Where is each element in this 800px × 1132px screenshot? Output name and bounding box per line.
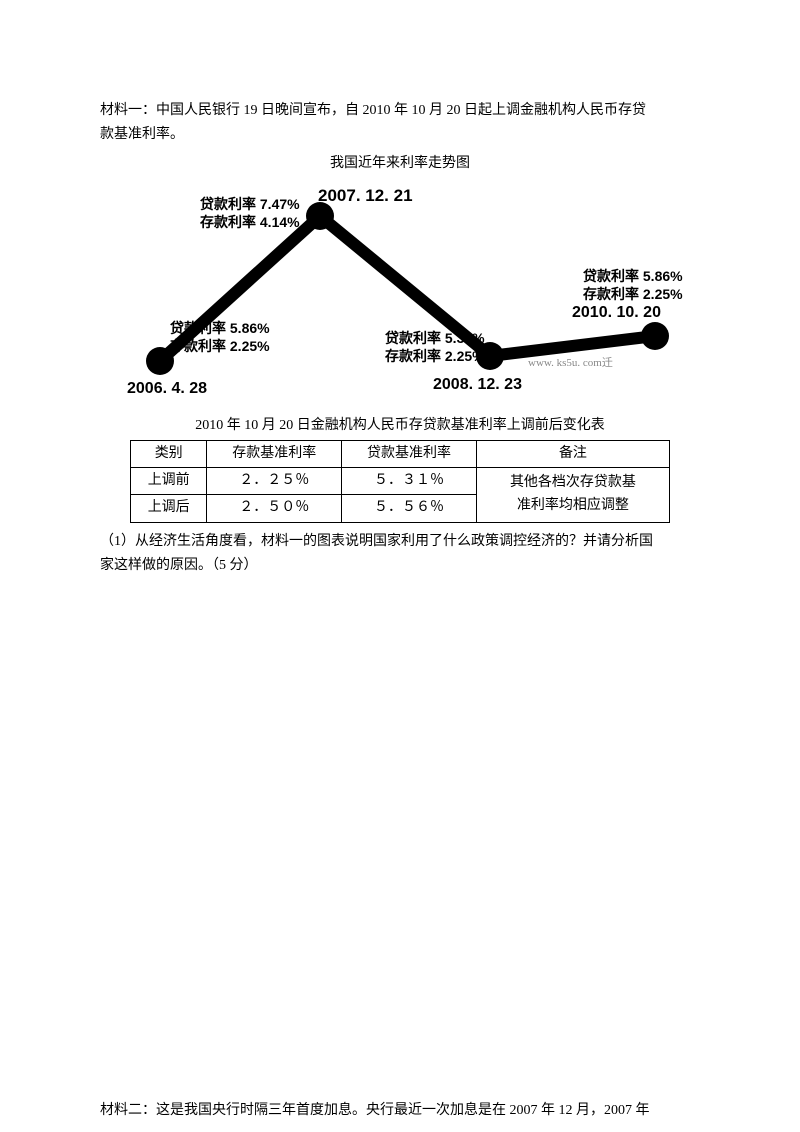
chart-label-p1-date: 2006. 4. 28 [127,379,207,400]
rate-change-table: 类别 存款基准利率 贷款基准利率 备注 上调前 ２．２５％ ５．３１％ 其他各档… [130,440,670,523]
watermark: www. ks5u. com迁 [528,355,613,373]
cell-after-dep: ２．５０％ [207,495,342,522]
chart-label-p4-dep: 存款利率 2.25% [583,285,683,303]
note-line1: 其他各档次存贷款基 [510,475,636,490]
chart-label-p2-date: 2007. 12. 21 [318,185,413,207]
rate-trend-chart: 贷款利率 5.86% 存款利率 2.25% 2006. 4. 28 贷款利率 7… [100,181,700,411]
th-loan: 贷款基准利率 [342,440,477,467]
cell-before-loan: ５．３１％ [342,467,477,494]
cell-after-loan: ５．５６％ [342,495,477,522]
note-line2: 准利率均相应调整 [517,498,629,513]
cell-before-dep: ２．２５％ [207,467,342,494]
th-deposit: 存款基准利率 [207,440,342,467]
chart-label-p3-dep: 存款利率 2.25% [385,347,485,365]
th-category: 类别 [131,440,207,467]
blank-answer-space [100,580,700,1100]
chart-label-p2-dep: 存款利率 4.14% [200,213,300,231]
th-note: 备注 [476,440,669,467]
chart-label-p3-date: 2008. 12. 23 [433,375,522,396]
table-header-row: 类别 存款基准利率 贷款基准利率 备注 [131,440,670,467]
chart-label-p4-loan: 贷款利率 5.86% [583,267,683,285]
chart-label-p3-loan: 贷款利率 5.31% [385,329,485,347]
chart-label-p2-loan: 贷款利率 7.47% [200,195,300,213]
cell-after-label: 上调后 [131,495,207,522]
material1-text-line1: 材料一：中国人民银行 19 日晚间宣布，自 2010 年 10 月 20 日起上… [100,100,700,122]
chart-label-p4-date: 2010. 10. 20 [572,303,661,324]
cell-before-label: 上调前 [131,467,207,494]
material1-text-line2: 款基准利率。 [100,124,700,146]
table-row: 上调前 ２．２５％ ５．３１％ 其他各档次存贷款基 准利率均相应调整 [131,467,670,494]
chart-label-p1-dep: 存款利率 2.25% [170,337,270,355]
cell-note: 其他各档次存贷款基 准利率均相应调整 [476,467,669,522]
material2-text: 材料二：这是我国央行时隔三年首度加息。央行最近一次加息是在 2007 年 12 … [100,1100,700,1122]
table-caption: 2010 年 10 月 20 日金融机构人民币存贷款基准利率上调前后变化表 [100,415,700,437]
question-line2: 家这样做的原因。（5 分） [100,555,700,577]
question-line1: （1）从经济生活角度看，材料一的图表说明国家利用了什么政策调控经济的？并请分析国 [100,531,700,553]
chart-label-p1-loan: 贷款利率 5.86% [170,319,270,337]
chart-title: 我国近年来利率走势图 [100,153,700,175]
